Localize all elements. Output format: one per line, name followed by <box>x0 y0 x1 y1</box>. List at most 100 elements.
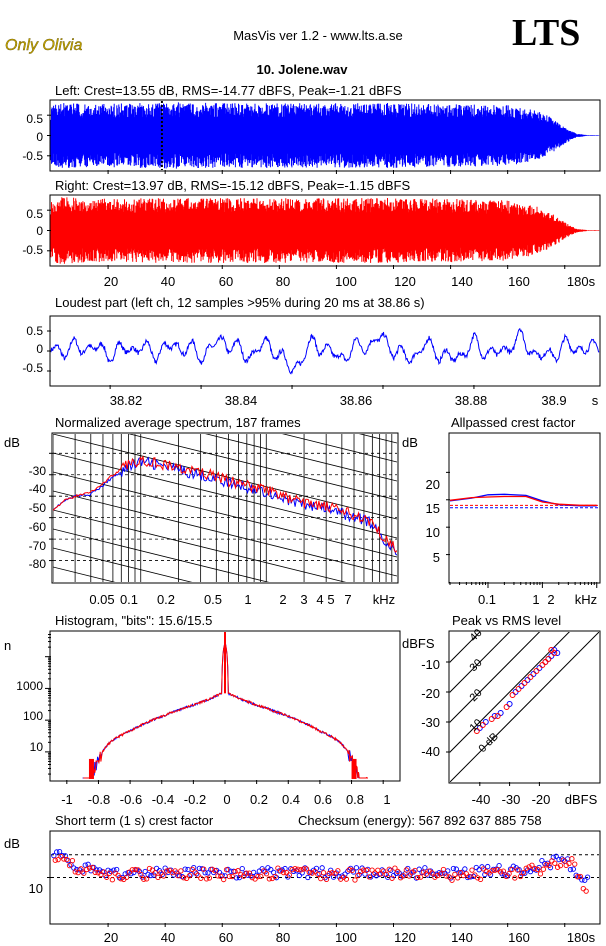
short-term-point <box>373 873 380 879</box>
spectrum-slope-line <box>53 471 397 558</box>
short-term-point <box>193 871 200 877</box>
short-term-point <box>396 870 402 876</box>
short-term-point <box>226 873 233 880</box>
spectrum-xtick: kHz <box>373 592 395 607</box>
spectrum-xtick: 3 <box>300 592 307 607</box>
short-term-point <box>246 870 253 876</box>
short-term-point <box>305 874 311 881</box>
loudest-xtick: 38.88 <box>455 393 488 408</box>
peak-rms-ytick: -40 <box>421 744 440 759</box>
loudest-xtick: 38.86 <box>340 393 373 408</box>
crest-allpass-xtick: 1 <box>532 592 539 607</box>
short-term-point <box>477 876 484 882</box>
short-term-ytick: 10 <box>29 881 43 896</box>
short-term-point <box>539 857 545 864</box>
peak-rms-point <box>473 728 480 734</box>
short-term-point <box>472 872 478 878</box>
short-term-point <box>183 875 190 882</box>
short-term-point <box>205 870 211 876</box>
lts-logo: LTS <box>512 12 580 54</box>
short-term-point <box>129 867 135 873</box>
peak-rms-xtick: dBFS <box>565 792 598 807</box>
spectrum-slope-line <box>282 434 397 463</box>
peak-rms-point <box>542 659 549 665</box>
short-term-point <box>155 874 161 881</box>
short-term-point <box>569 856 575 862</box>
short-term-point <box>389 875 395 881</box>
short-term-point <box>135 867 141 873</box>
short-term-point <box>289 866 295 873</box>
short-term-point <box>343 876 350 882</box>
short-term-point <box>206 875 213 881</box>
short-term-point <box>181 875 187 881</box>
short-term-point <box>383 871 390 877</box>
waveform-xtick-labels: 20 40 60 80 100 120 140 160 180s <box>104 274 596 289</box>
peak-rms-point <box>476 725 483 731</box>
short-term-point <box>446 874 452 880</box>
spectrum-series <box>53 455 397 553</box>
short-term-point <box>149 867 155 873</box>
short-term-point <box>201 866 207 872</box>
peak-rms-ytick: -10 <box>421 657 440 672</box>
short-term-point <box>235 868 241 874</box>
crest-allpass-xtick: 0.1 <box>478 592 496 607</box>
short-term-point <box>203 876 210 882</box>
spectrum-slope-line <box>53 509 347 582</box>
short-term-point <box>263 871 270 877</box>
short-term-point <box>158 870 164 876</box>
short-term-point <box>52 857 58 863</box>
short-term-point <box>146 865 153 872</box>
short-term-point <box>163 868 170 874</box>
short-term-point <box>318 875 324 882</box>
short-term-point <box>275 865 281 871</box>
short-term-point <box>510 863 517 869</box>
crest-allpass-ytick: 5 <box>433 550 440 565</box>
short-term-point <box>469 867 475 873</box>
short-term-unit: dB <box>4 836 20 851</box>
short-term-point <box>363 867 370 873</box>
short-term-plot <box>47 848 599 927</box>
spectrum-xtick: 0.05 <box>89 592 114 607</box>
short-term-point <box>360 867 367 873</box>
waveform-xtick: 100 <box>335 274 357 289</box>
waveform-left-title: Left: Crest=13.55 dB, RMS=-14.77 dBFS, P… <box>55 83 402 98</box>
spectrum-ytick: -50 <box>29 501 47 515</box>
short-term-point <box>417 874 424 880</box>
short-term-point <box>221 876 227 883</box>
histogram-title: Histogram, "bits": 15.6/15.5 <box>55 613 212 628</box>
spectrum-ytick: -40 <box>29 482 47 496</box>
short-term-point <box>195 872 201 878</box>
histogram-xtick: 0.8 <box>346 792 364 807</box>
short-term-point <box>72 869 78 875</box>
histogram-xtick: 0.2 <box>250 792 268 807</box>
short-term-xtick: 120 <box>394 930 416 945</box>
short-term-point <box>483 868 489 875</box>
spectrum-unit: dB <box>4 435 20 450</box>
peak-rms-ytick: -30 <box>421 715 440 730</box>
short-term-point <box>105 867 111 873</box>
short-term-point <box>560 857 566 863</box>
short-term-point <box>506 870 512 877</box>
peak-rms-point <box>551 650 558 656</box>
short-term-point <box>392 865 398 871</box>
checksum-text: Checksum (energy): 567 892 637 885 758 <box>298 813 542 828</box>
peak-rms-unit: dBFS <box>402 636 435 651</box>
short-term-point <box>300 866 307 872</box>
short-term-point <box>249 874 255 881</box>
waveform-right-ytick-labels: 0.5 0 -0.5 <box>22 207 43 257</box>
histogram-ytick: 10 <box>30 740 44 754</box>
crest-allpass-xtick-labels: 0.1 1 2 kHz <box>478 592 597 607</box>
peak-rms-point <box>506 701 513 707</box>
short-term-point <box>349 867 355 873</box>
short-term-point <box>189 866 195 873</box>
crest-allpass-xtick: 2 <box>547 592 554 607</box>
short-term-point <box>546 862 552 868</box>
short-term-point <box>445 868 451 874</box>
spectrum-xtick: 0.5 <box>204 592 222 607</box>
short-term-point <box>534 866 541 873</box>
peak-rms-xtick: -30 <box>502 792 521 807</box>
loudest-series <box>50 327 600 375</box>
peak-rms-point <box>524 677 531 683</box>
short-term-point <box>319 865 325 871</box>
histogram-xtick: -0.6 <box>120 792 142 807</box>
